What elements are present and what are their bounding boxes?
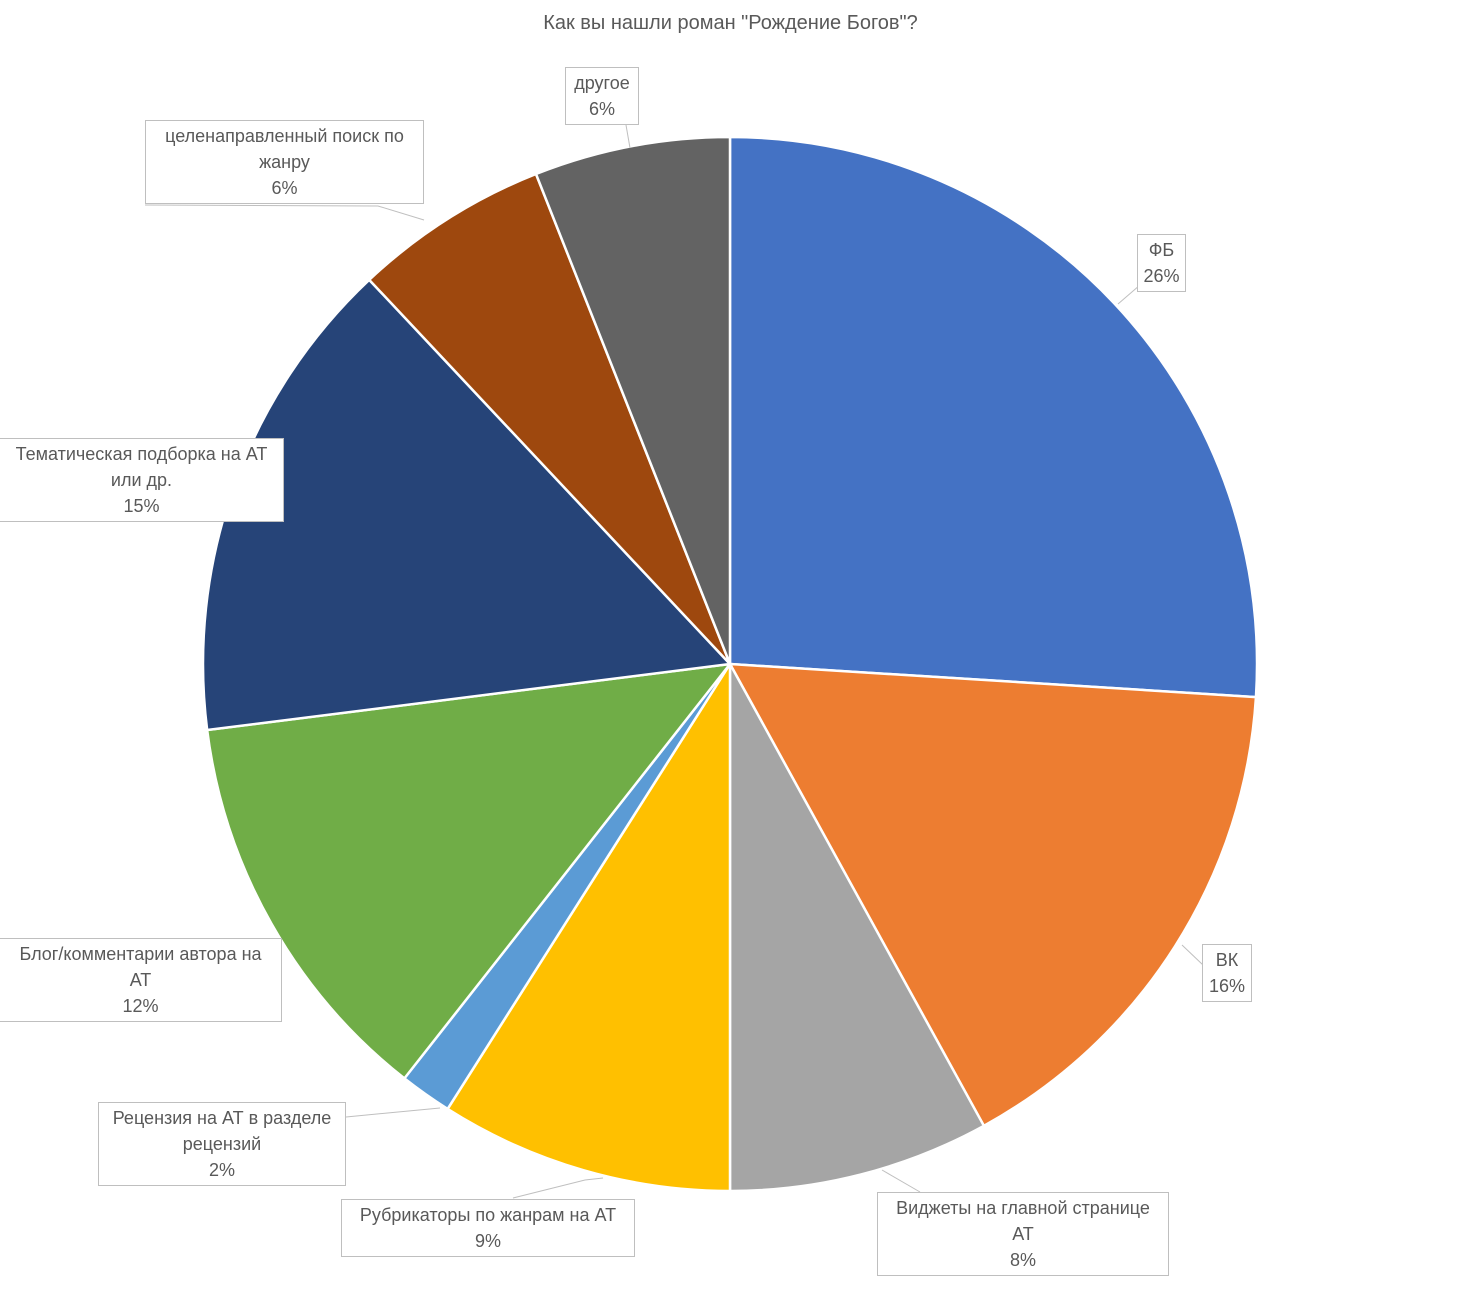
data-label-percent: 15% <box>123 496 160 516</box>
data-label-name-line2: АТ <box>1012 1224 1034 1244</box>
leader-line-2 <box>881 1169 921 1193</box>
pie-slice-5 <box>205 662 732 1080</box>
data-label-percent: 6% <box>271 178 298 198</box>
data-label-percent: 9% <box>474 1231 501 1251</box>
leader-line-1 <box>1181 944 1204 966</box>
pie-slice-1 <box>728 662 1258 1128</box>
data-label-percent: 2% <box>208 1160 235 1180</box>
data-label-percent: 8% <box>1009 1250 1036 1270</box>
data-label-name-line2: жанру <box>259 152 310 172</box>
data-label-name: другое <box>574 73 630 93</box>
data-label-widgets: Виджеты на главной странице АТ 8% <box>877 1192 1169 1276</box>
data-label-name-line2: рецензий <box>182 1134 262 1154</box>
pie-slice-2 <box>728 662 986 1193</box>
data-label-name-line2: АТ <box>129 970 152 990</box>
data-label-percent: 16% <box>1208 976 1246 996</box>
data-label-thematic: Тематическая подборка на АТ или др. 15% <box>0 438 284 522</box>
data-label-other: другое 6% <box>565 67 639 125</box>
chart-title: Как вы нашли роман "Рождение Богов"? <box>543 12 918 34</box>
pie-slice-3 <box>446 662 732 1193</box>
data-label-rubricators: Рубрикаторы по жанрам на АТ 9% <box>341 1199 635 1257</box>
leader-line-4 <box>345 1107 441 1118</box>
pie-slice-7 <box>367 172 732 666</box>
leader-line-7 <box>625 124 631 149</box>
pie-slices <box>201 135 1259 1193</box>
data-label-review: Рецензия на АТ в разделе рецензий 2% <box>98 1102 346 1186</box>
data-label-percent: 26% <box>1143 266 1180 286</box>
data-label-name: Рецензия на АТ в разделе <box>112 1108 332 1128</box>
data-label-percent: 12% <box>122 996 159 1016</box>
data-label-name: ВК <box>1215 950 1239 970</box>
data-label-name: ФБ <box>1148 240 1175 260</box>
data-label-name: целенаправленный поиск по <box>165 126 404 146</box>
data-label-fb: ФБ 26% <box>1137 234 1186 292</box>
leader-lines <box>144 124 1204 1199</box>
data-label-blog: Блог/комментарии автора на АТ 12% <box>0 938 282 1022</box>
leader-line-0 <box>1117 284 1141 305</box>
leader-line-5 <box>377 205 425 221</box>
data-label-percent: 6% <box>588 99 615 119</box>
leader-line-6 <box>144 204 379 207</box>
data-label-vk: ВК 16% <box>1202 944 1252 1002</box>
data-label-name: Тематическая подборка на АТ <box>15 444 268 464</box>
data-label-name: Рубрикаторы по жанрам на АТ <box>359 1205 617 1225</box>
data-label-name: Виджеты на главной странице <box>896 1198 1150 1218</box>
pie-slice-8 <box>534 135 732 666</box>
leader-line-3 <box>512 1177 604 1199</box>
data-label-name-line2: или др. <box>110 470 173 490</box>
data-label-name: Блог/комментарии автора на <box>19 944 262 964</box>
pie-slice-0 <box>728 135 1259 699</box>
data-label-genre-search: целенаправленный поиск по жанру 6% <box>145 120 424 204</box>
